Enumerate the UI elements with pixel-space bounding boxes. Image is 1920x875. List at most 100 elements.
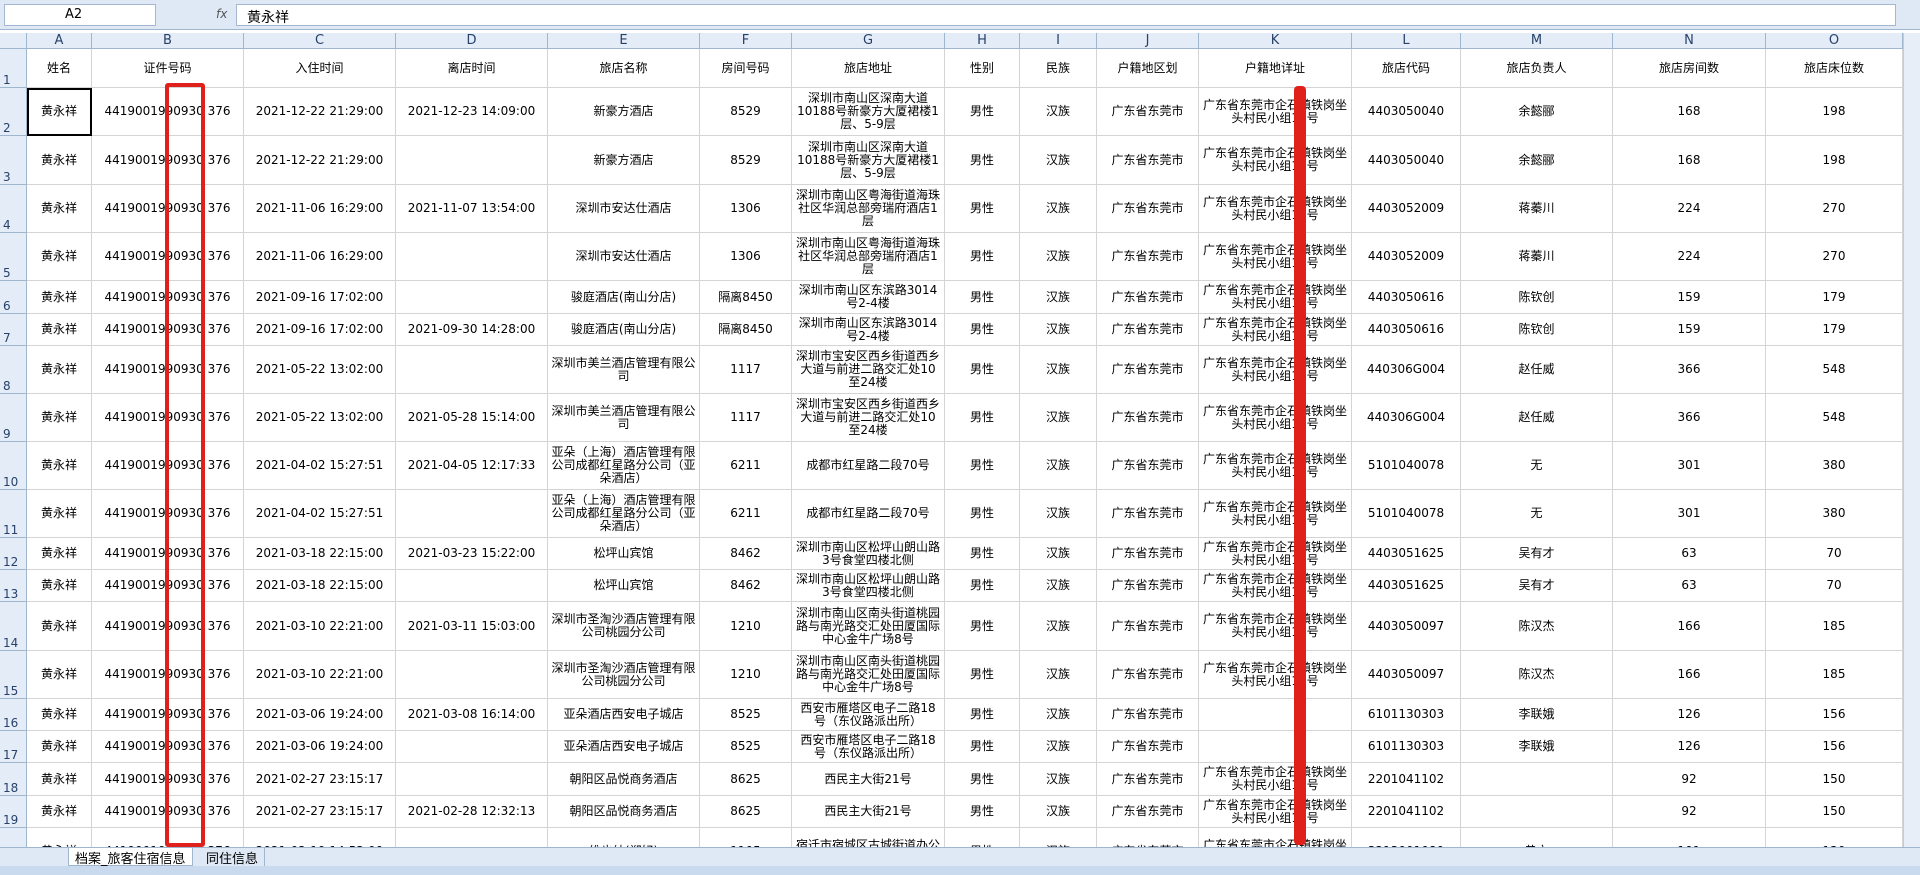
data-cell[interactable]: 92 <box>1613 763 1766 796</box>
data-cell[interactable]: 深圳市美兰酒店管理有限公司 <box>548 394 700 442</box>
fx-icon[interactable]: fx <box>216 7 228 21</box>
header-cell[interactable]: 旅店名称 <box>548 49 700 88</box>
data-cell[interactable]: 隔离8450 <box>700 314 792 346</box>
data-cell[interactable]: 黄永祥 <box>27 763 92 796</box>
data-cell[interactable]: 1210 <box>700 651 792 699</box>
data-cell[interactable]: 黄永祥 <box>27 699 92 731</box>
data-cell[interactable]: 黄永祥 <box>27 185 92 233</box>
data-cell[interactable]: 隔离8450 <box>700 281 792 314</box>
data-cell[interactable]: 159 <box>1613 314 1766 346</box>
column-header[interactable]: A <box>27 33 92 49</box>
row-header[interactable]: 18 <box>0 763 27 796</box>
data-cell[interactable]: 黄永祥 <box>27 570 92 602</box>
data-cell[interactable]: 63 <box>1613 538 1766 570</box>
row-header[interactable]: 13 <box>0 570 27 602</box>
data-cell[interactable] <box>1199 699 1352 731</box>
data-cell[interactable]: 广东省东莞市 <box>1097 233 1199 281</box>
data-cell[interactable]: 亚朵（上海）酒店管理有限公司成都红星路分公司（亚朵酒店） <box>548 490 700 538</box>
data-cell[interactable]: 2021-02-19 14:53:00 <box>244 828 396 847</box>
row-header[interactable]: 4 <box>0 185 27 233</box>
data-cell[interactable]: 汉族 <box>1020 490 1097 538</box>
data-cell[interactable]: 440306G004 <box>1352 346 1461 394</box>
row-header[interactable]: 3 <box>0 136 27 185</box>
data-cell[interactable]: 126 <box>1613 731 1766 763</box>
data-cell[interactable]: 广东省东莞市 <box>1097 136 1199 185</box>
data-cell[interactable] <box>396 490 548 538</box>
data-cell[interactable]: 汉族 <box>1020 651 1097 699</box>
data-cell[interactable]: 2021-09-16 17:02:00 <box>244 281 396 314</box>
data-cell[interactable]: 广东省东莞市 <box>1097 88 1199 136</box>
data-cell[interactable]: 黄永祥 <box>27 233 92 281</box>
data-cell[interactable]: 朝阳区品悦商务酒店 <box>548 796 700 828</box>
column-header[interactable]: J <box>1097 33 1199 49</box>
data-cell[interactable]: 2021-05-22 13:02:00 <box>244 394 396 442</box>
data-cell[interactable]: 黄永祥 <box>27 651 92 699</box>
row-header[interactable]: 16 <box>0 699 27 731</box>
data-cell[interactable]: 2021-02-27 23:15:17 <box>244 763 396 796</box>
data-cell[interactable]: 6211 <box>700 442 792 490</box>
data-cell[interactable]: 广东省东莞市企石镇铁岗坐头村民小组10号 <box>1199 136 1352 185</box>
data-cell[interactable]: 156 <box>1766 731 1903 763</box>
data-cell[interactable]: 汉族 <box>1020 233 1097 281</box>
data-cell[interactable]: 男性 <box>945 651 1020 699</box>
column-header[interactable]: O <box>1766 33 1903 49</box>
data-cell[interactable]: 广东省东莞市企石镇铁岗坐头村民小组10号 <box>1199 796 1352 828</box>
data-cell[interactable]: 548 <box>1766 346 1903 394</box>
data-cell[interactable]: 深圳市南山区东滨路3014号2-4楼 <box>792 314 945 346</box>
data-cell[interactable]: 2201041102 <box>1352 763 1461 796</box>
column-header[interactable]: N <box>1613 33 1766 49</box>
data-cell[interactable]: 成都市红星路二段70号 <box>792 490 945 538</box>
data-cell[interactable]: 黄永祥 <box>27 602 92 651</box>
data-cell[interactable]: 198 <box>1766 136 1903 185</box>
data-cell[interactable]: 130 <box>1766 828 1903 847</box>
data-cell[interactable]: 2021-03-06 19:24:00 <box>244 731 396 763</box>
row-header[interactable]: 8 <box>0 346 27 394</box>
data-cell[interactable]: 广东省东莞市企石镇铁岗坐头村民小组10号 <box>1199 442 1352 490</box>
data-cell[interactable]: 黄永祥 <box>27 538 92 570</box>
data-cell[interactable]: 男性 <box>945 796 1020 828</box>
data-cell[interactable] <box>1461 763 1613 796</box>
data-cell[interactable]: 李联娥 <box>1461 699 1613 731</box>
data-cell[interactable] <box>396 570 548 602</box>
data-cell[interactable]: 黄永祥 <box>27 796 92 828</box>
column-header[interactable]: M <box>1461 33 1613 49</box>
column-header[interactable]: C <box>244 33 396 49</box>
data-cell[interactable]: 男性 <box>945 394 1020 442</box>
data-cell[interactable]: 5101040078 <box>1352 490 1461 538</box>
header-cell[interactable]: 旅店房间数 <box>1613 49 1766 88</box>
data-cell[interactable]: 深圳市南山区粤海街道海珠社区华润总部旁瑞府酒店1层 <box>792 185 945 233</box>
column-header[interactable]: B <box>92 33 244 49</box>
data-cell[interactable]: 4403050616 <box>1352 281 1461 314</box>
data-cell[interactable]: 黄永祥 <box>27 394 92 442</box>
header-cell[interactable]: 旅店床位数 <box>1766 49 1903 88</box>
data-cell[interactable]: 黄永祥 <box>27 136 92 185</box>
data-cell[interactable]: 汉族 <box>1020 442 1097 490</box>
data-cell[interactable]: 深圳市南山区南头街道桃园路与南光路交汇处田厦国际中心金牛广场8号 <box>792 602 945 651</box>
data-cell[interactable]: 宿迁市宿城区古城街道办公大楼（地上北一层一楼） <box>792 828 945 847</box>
data-cell[interactable]: 4403050097 <box>1352 651 1461 699</box>
select-all[interactable] <box>0 33 27 49</box>
data-cell[interactable]: 汉族 <box>1020 796 1097 828</box>
data-cell[interactable]: 广东省东莞市 <box>1097 538 1199 570</box>
column-header[interactable]: E <box>548 33 700 49</box>
row-header[interactable]: 17 <box>0 731 27 763</box>
data-cell[interactable]: 汉族 <box>1020 394 1097 442</box>
data-cell[interactable]: 广东省东莞市企石镇铁岗坐头村民小组10号 <box>1199 570 1352 602</box>
column-header[interactable]: F <box>700 33 792 49</box>
data-cell[interactable]: 骏庭酒店(南山分店) <box>548 281 700 314</box>
data-cell[interactable]: 汉族 <box>1020 185 1097 233</box>
data-cell[interactable]: 185 <box>1766 602 1903 651</box>
data-cell[interactable]: 西民主大街21号 <box>792 796 945 828</box>
data-cell[interactable]: 广东省东莞市 <box>1097 346 1199 394</box>
data-cell[interactable] <box>1461 796 1613 828</box>
data-cell[interactable]: 亚朵酒店西安电子城店 <box>548 699 700 731</box>
data-cell[interactable]: 1210 <box>700 602 792 651</box>
data-cell[interactable]: 广东省东莞市 <box>1097 699 1199 731</box>
data-cell[interactable]: 黄永祥 <box>27 490 92 538</box>
data-cell[interactable]: 2021-03-18 22:15:00 <box>244 538 396 570</box>
data-cell[interactable]: 黄永祥 <box>27 731 92 763</box>
data-cell[interactable]: 深圳市南山区东滨路3014号2-4楼 <box>792 281 945 314</box>
data-cell[interactable] <box>396 233 548 281</box>
data-cell[interactable]: 70 <box>1766 538 1903 570</box>
data-cell[interactable]: 黄永祥 <box>27 346 92 394</box>
